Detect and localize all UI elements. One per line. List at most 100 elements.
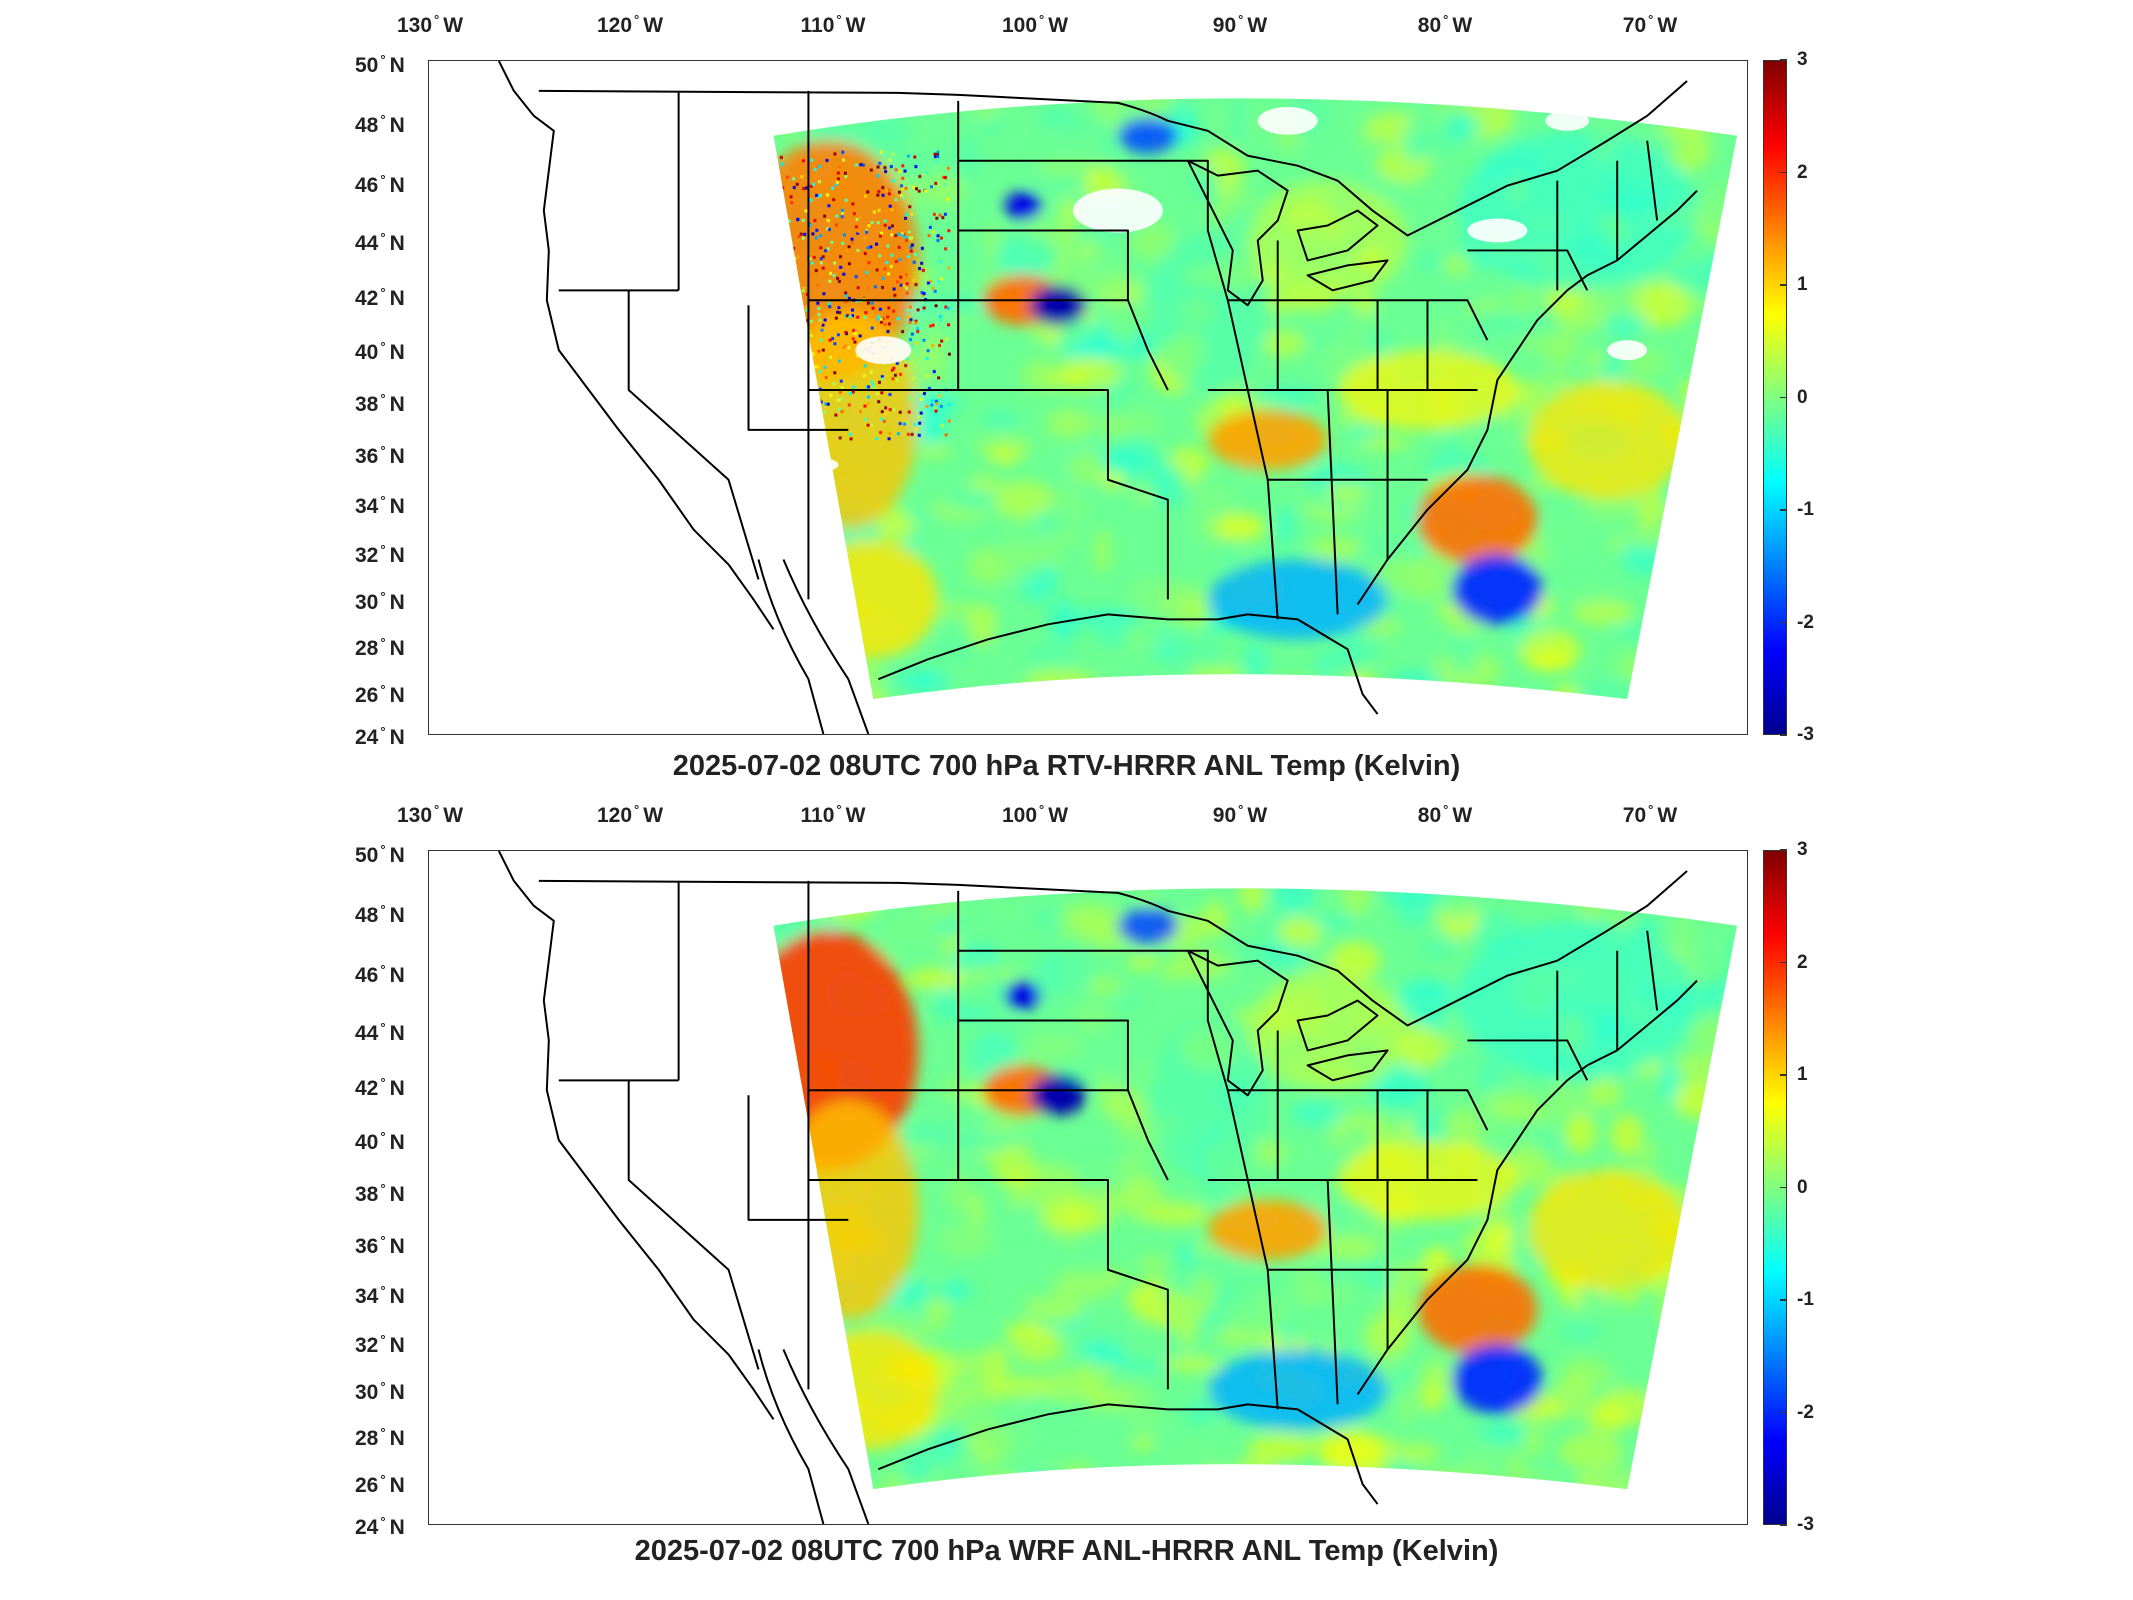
noise-speckle <box>792 246 796 250</box>
longitude-label: 80 ° W <box>1417 12 1473 37</box>
noise-speckle <box>947 323 951 327</box>
noise-speckle <box>922 392 926 396</box>
noise-speckle <box>947 266 951 270</box>
field-anomaly <box>1073 699 1138 700</box>
field-anomaly <box>1403 117 1427 165</box>
noise-speckle <box>914 427 918 431</box>
field-anomaly <box>1672 1284 1705 1298</box>
noise-speckle <box>804 186 808 190</box>
noise-speckle <box>847 346 851 350</box>
noise-speckle <box>896 432 900 436</box>
boundary-line <box>627 1080 760 1370</box>
noise-speckle <box>887 192 891 196</box>
longitude-label: 110 ° W <box>800 802 866 827</box>
noise-speckle <box>836 171 840 175</box>
noise-speckle <box>930 403 934 407</box>
noise-speckle <box>909 338 913 342</box>
field-anomaly <box>1668 259 1732 295</box>
field-anomaly <box>1099 133 1118 160</box>
latitude-label: 24 ° N <box>355 1514 405 1539</box>
noise-speckle <box>818 370 822 374</box>
noise-speckle <box>944 305 948 309</box>
noise-speckle <box>906 308 910 312</box>
noise-speckle <box>850 241 854 245</box>
field-anomaly <box>773 660 824 681</box>
field-anomaly <box>815 1374 848 1423</box>
noise-speckle <box>932 212 936 216</box>
noise-speckle <box>881 377 885 381</box>
boundary-line <box>1306 259 1389 292</box>
noise-speckle <box>801 236 805 240</box>
noise-speckle <box>877 315 881 319</box>
noise-speckle <box>878 234 882 238</box>
noise-speckle <box>909 245 913 249</box>
noise-speckle <box>935 160 939 164</box>
field-anomaly <box>1690 1018 1738 1051</box>
noise-speckle <box>786 367 790 371</box>
noise-speckle <box>826 247 830 251</box>
noise-speckle <box>819 257 823 261</box>
field-anomaly <box>886 673 951 687</box>
boundary-line <box>1186 949 1289 1097</box>
field-anomaly <box>1243 643 1268 678</box>
noise-speckle <box>858 410 862 414</box>
field-anomaly <box>773 1408 811 1435</box>
noise-speckle <box>920 291 924 295</box>
field-anomaly <box>1423 1247 1453 1264</box>
noise-speckle <box>828 338 832 342</box>
noise-speckle <box>804 305 808 309</box>
noise-speckle <box>763 229 766 232</box>
field-anomaly <box>925 182 961 198</box>
noise-speckle <box>904 421 908 425</box>
noise-speckle <box>845 249 849 253</box>
noise-speckle <box>841 241 845 245</box>
colorbar-tick-mark <box>1780 1186 1787 1188</box>
noise-speckle <box>791 320 795 324</box>
latitude-label: 50 ° N <box>355 52 405 77</box>
noise-speckle <box>810 184 814 188</box>
noise-speckle <box>910 212 914 216</box>
noise-speckle <box>773 314 774 318</box>
colorbar-tick-label: 0 <box>1797 386 1808 408</box>
field-anomaly <box>787 98 816 125</box>
field-anomaly <box>1577 681 1633 700</box>
noise-speckle <box>844 314 848 318</box>
field-anomaly <box>1657 685 1711 700</box>
field-anomaly <box>914 355 951 398</box>
field-anomaly <box>1627 525 1667 548</box>
field-anomaly <box>1478 1420 1528 1446</box>
noise-speckle <box>777 416 781 420</box>
noise-speckle <box>895 361 899 365</box>
longitude-label: 100 ° W <box>1001 12 1069 37</box>
field-anomaly <box>1676 1052 1727 1081</box>
field-anomaly <box>824 670 891 684</box>
noise-speckle <box>943 183 947 187</box>
field-anomaly <box>892 904 953 946</box>
field-anomaly <box>1716 1104 1738 1122</box>
noise-speckle <box>862 236 866 240</box>
noise-speckle <box>827 302 831 306</box>
field-anomaly <box>1653 1276 1680 1321</box>
noise-speckle <box>887 188 891 192</box>
noise-speckle <box>877 408 881 412</box>
noise-speckle <box>867 395 871 399</box>
noise-speckle <box>762 412 765 415</box>
noise-speckle <box>887 306 891 310</box>
noise-speckle <box>792 354 796 358</box>
field-anomaly <box>1095 631 1130 647</box>
field-anomaly <box>1672 1080 1727 1119</box>
field-anomaly <box>1025 1471 1071 1490</box>
noise-speckle <box>898 258 902 262</box>
field-anomaly <box>798 539 939 660</box>
noise-speckle <box>871 306 875 310</box>
field-anomaly <box>1162 1355 1220 1372</box>
boundary-line <box>1326 1179 1339 1405</box>
noise-speckle <box>901 330 905 334</box>
noise-speckle <box>769 293 772 296</box>
noise-speckle <box>883 267 887 271</box>
noise-speckle <box>774 260 778 263</box>
noise-speckle <box>902 284 906 288</box>
noise-speckle <box>773 217 776 221</box>
field-anomaly <box>773 1451 824 1466</box>
field-anomaly <box>967 477 1002 492</box>
